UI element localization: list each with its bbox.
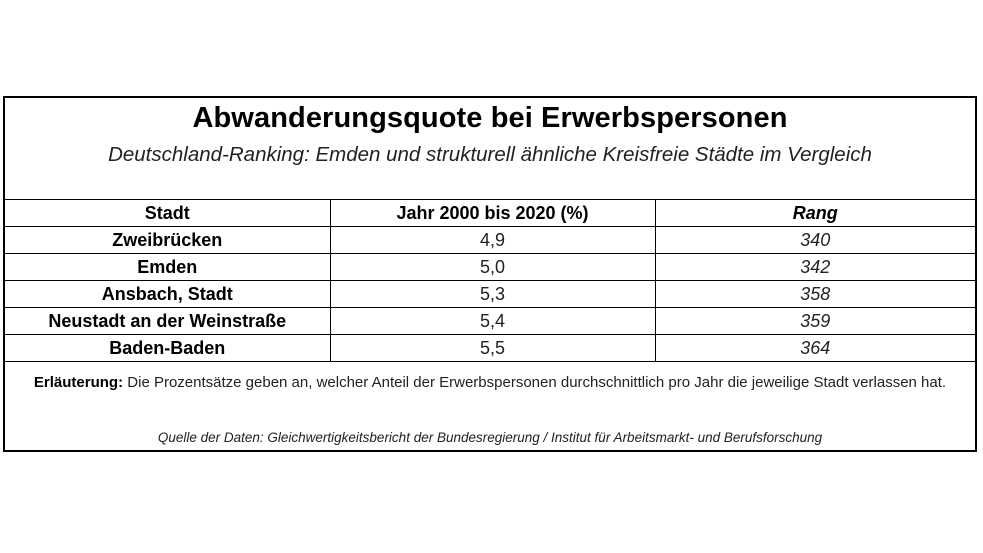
explanation-label: Erläuterung:: [33, 374, 124, 391]
city-cell: Ansbach, Stadt: [5, 280, 331, 308]
explanation-text: Die Prozentsätze geben an, welcher Antei…: [127, 374, 947, 391]
rank-cell: 359: [654, 307, 975, 335]
table-row: Zweibrücken 4,9 340: [5, 226, 975, 254]
rank-cell: 342: [654, 253, 975, 281]
value-cell: 5,3: [329, 280, 656, 308]
value-cell: 5,5: [329, 334, 656, 362]
rank-cell: 340: [654, 226, 975, 254]
table-row: Baden-Baden 5,5 364: [5, 334, 975, 362]
city-cell: Neustadt an der Weinstraße: [5, 307, 331, 335]
rank-cell: 358: [654, 280, 975, 308]
data-source: Quelle der Daten: Gleichwertigkeitsberic…: [157, 430, 823, 445]
rank-cell: 364: [654, 334, 975, 362]
header-rank: Rang: [654, 199, 975, 227]
table-row: Ansbach, Stadt 5,3 358: [5, 280, 975, 308]
table-header-row: Stadt Jahr 2000 bis 2020 (%) Rang: [5, 199, 975, 227]
table-row: Neustadt an der Weinstraße 5,4 359: [5, 307, 975, 335]
subtitle: Deutschland-Ranking: Emden und strukture…: [108, 143, 872, 166]
value-cell: 4,9: [329, 226, 656, 254]
data-table: Stadt Jahr 2000 bis 2020 (%) Rang Zweibr…: [5, 199, 975, 362]
city-cell: Zweibrücken: [5, 226, 331, 254]
header-value: Jahr 2000 bis 2020 (%): [329, 199, 656, 227]
explanation-note: Erläuterung: Die Prozentsätze geben an, …: [25, 370, 955, 395]
title: Abwanderungsquote bei Erwerbspersonen: [192, 102, 788, 134]
city-cell: Baden-Baden: [5, 334, 331, 362]
value-cell: 5,4: [329, 307, 656, 335]
infographic-frame: Abwanderungsquote bei Erwerbspersonen De…: [3, 96, 977, 452]
value-cell: 5,0: [329, 253, 656, 281]
table-row: Emden 5,0 342: [5, 253, 975, 281]
header-city: Stadt: [5, 199, 331, 227]
city-cell: Emden: [5, 253, 331, 281]
